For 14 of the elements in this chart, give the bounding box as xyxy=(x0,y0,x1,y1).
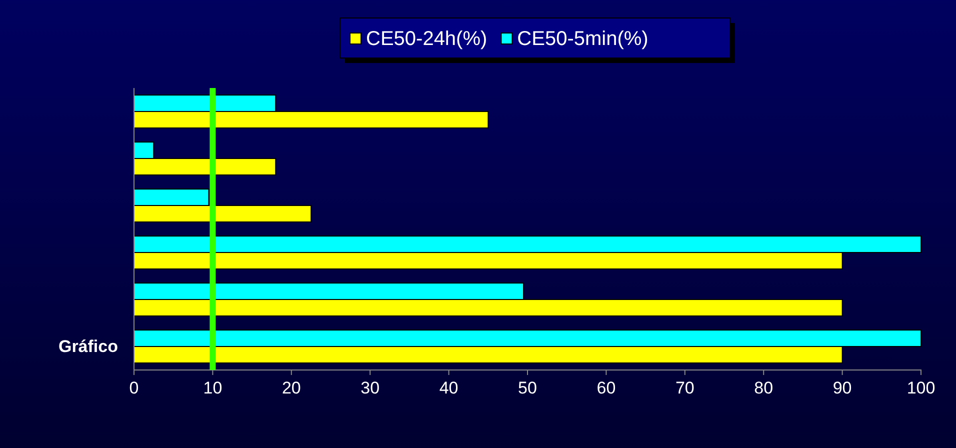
x-tick-label: 20 xyxy=(282,378,301,398)
x-tick-label: 100 xyxy=(906,378,936,398)
legend-label: CE50-24h(%) xyxy=(366,28,488,50)
x-tick-label: 80 xyxy=(754,378,774,398)
x-tick-label: 90 xyxy=(832,378,852,398)
x-tick-label: 60 xyxy=(596,378,616,398)
legend-label: CE50-5min(%) xyxy=(517,28,648,50)
x-tick-label: 30 xyxy=(360,378,380,398)
x-tick-label: 40 xyxy=(439,378,458,398)
x-tick-label: 70 xyxy=(675,378,694,398)
x-tick-label: 0 xyxy=(129,378,139,398)
x-tick-label: 10 xyxy=(203,378,222,398)
y-tick-label: Gráfico xyxy=(58,336,118,356)
x-tick-label: 50 xyxy=(518,378,537,398)
